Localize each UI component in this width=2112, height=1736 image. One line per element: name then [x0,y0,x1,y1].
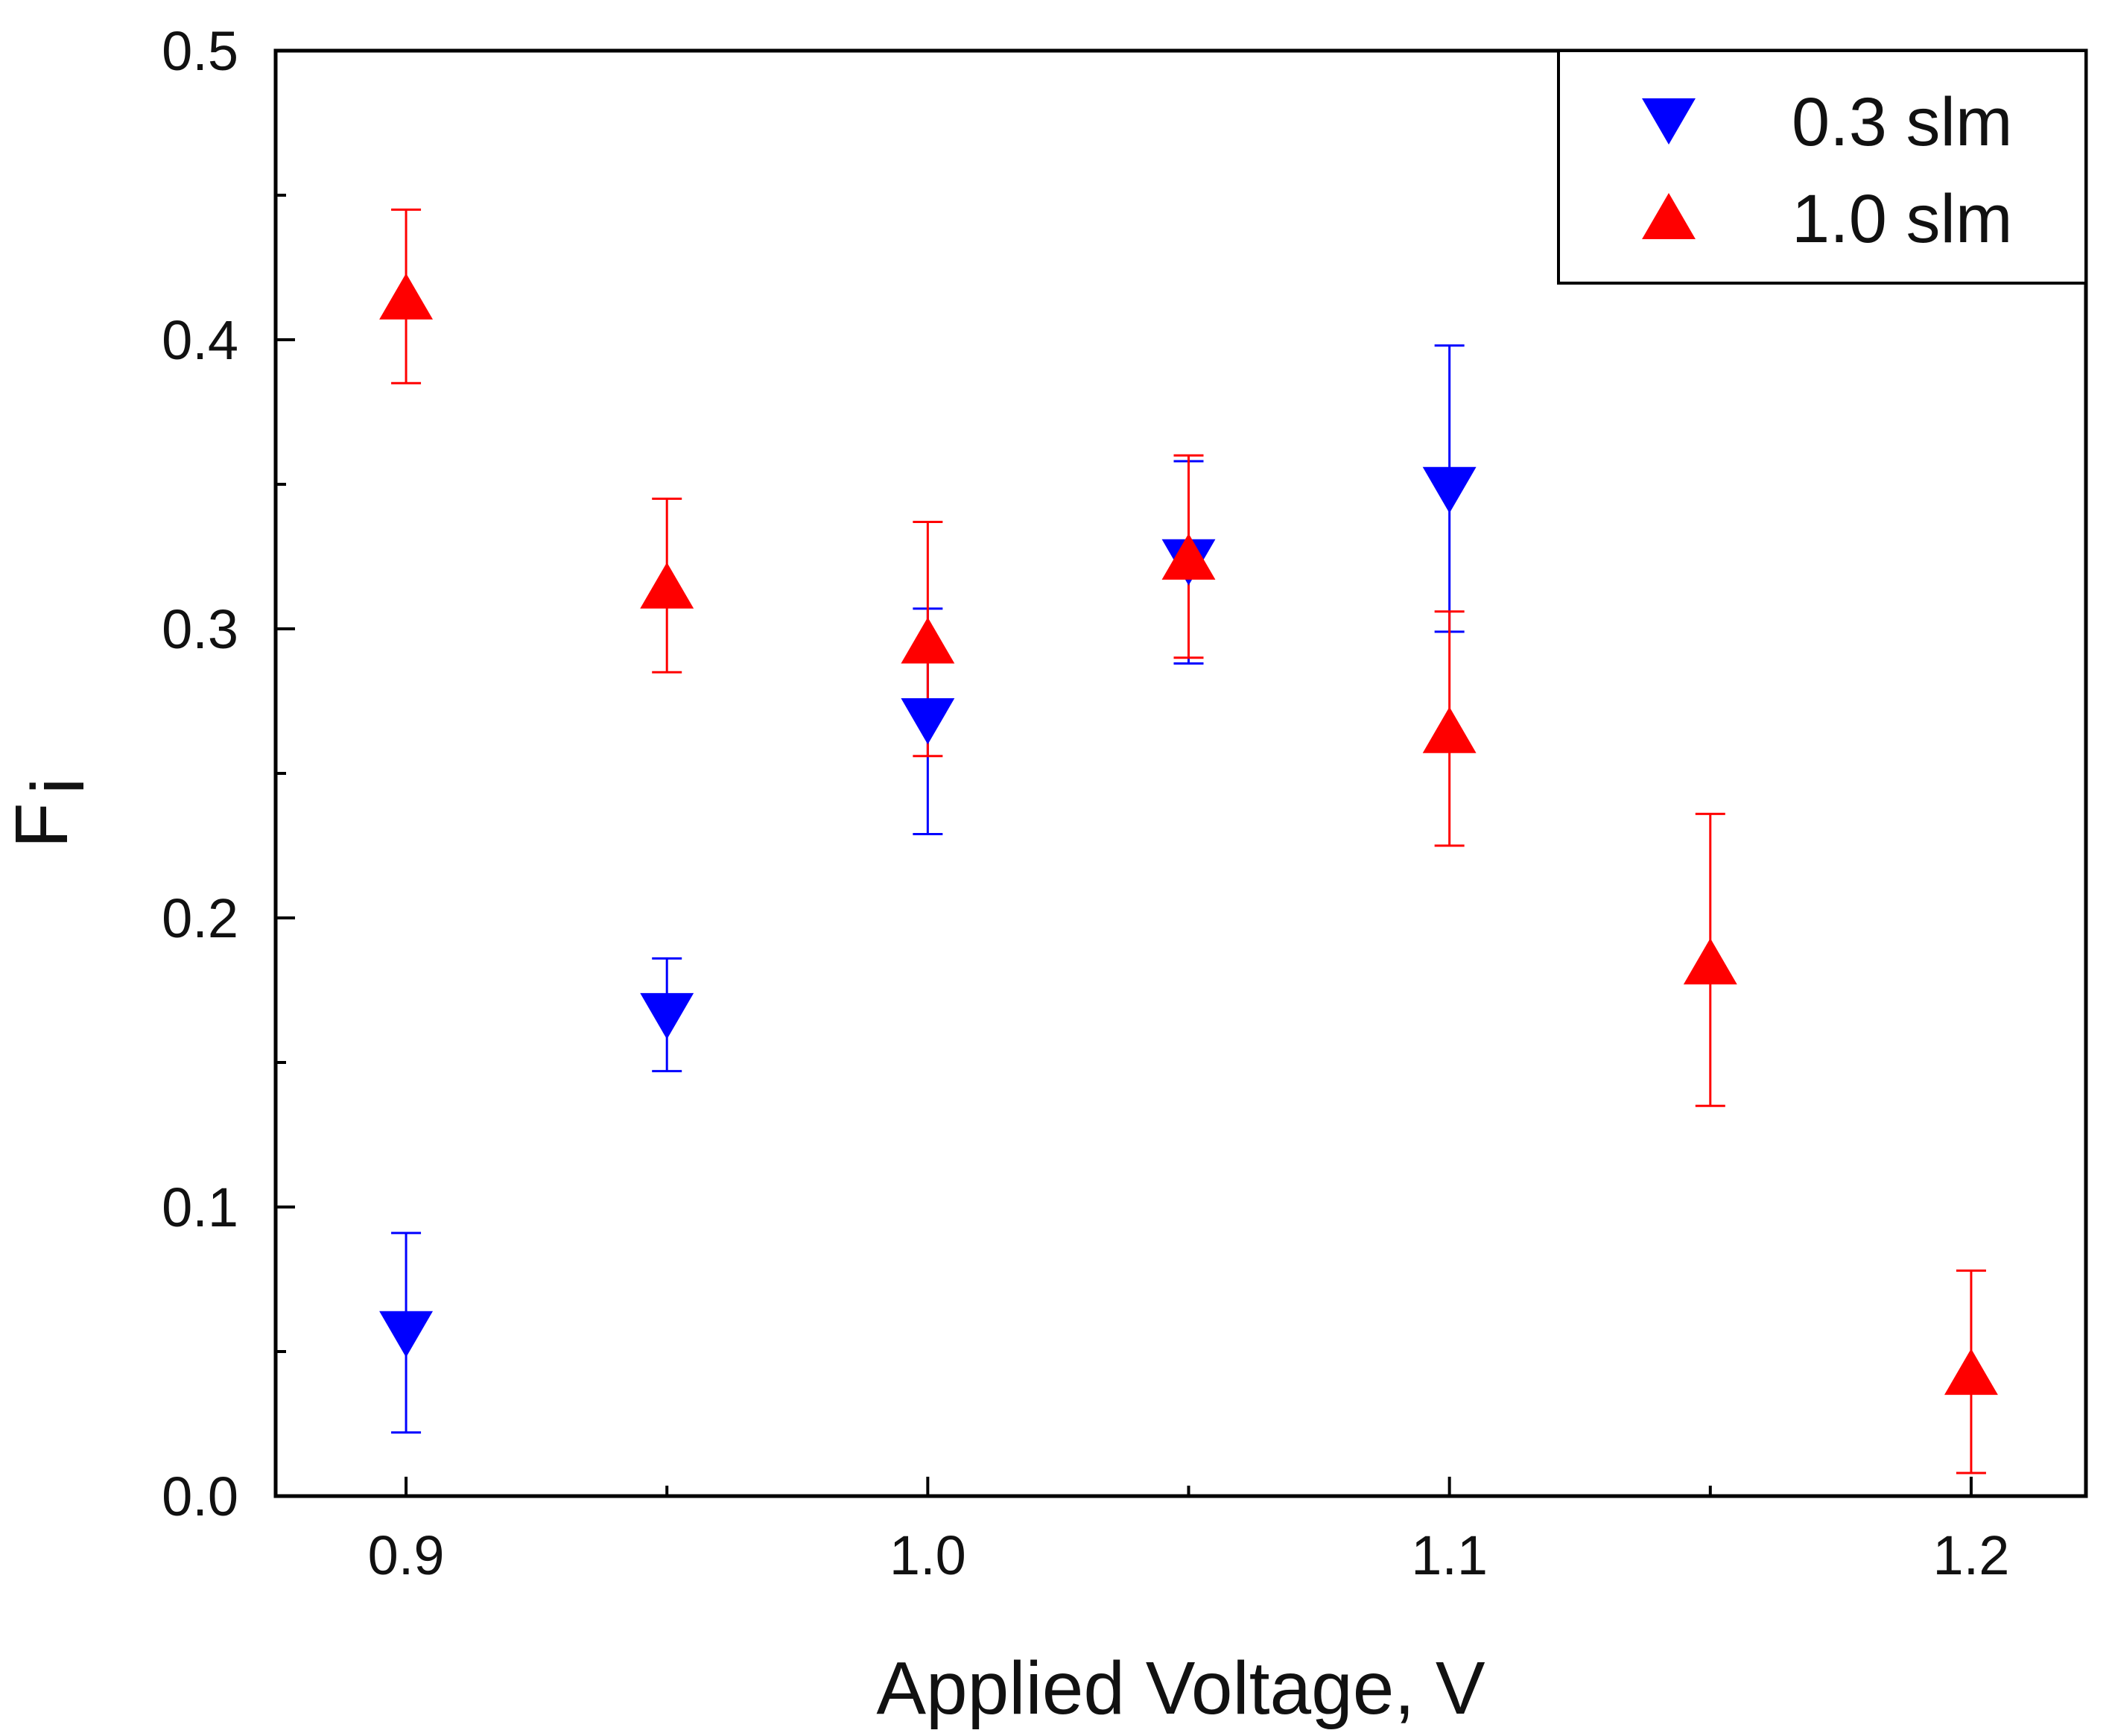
legend-label-1.0-slm: 1.0 slm [1792,181,2013,257]
point-0.3-slm [1422,466,1477,513]
point-0.3-slm [640,992,694,1039]
tick-labels: 0.9 1.0 1.1 1.2 0.0 0.1 0.2 0.3 0.4 0.5 [162,20,2009,1586]
y-axis-title-subscript: i [16,778,100,794]
legend-label-0.3-slm: 0.3 slm [1792,84,2013,160]
x-tick-label: 0.9 [368,1524,445,1586]
y-tick-label: 0.0 [162,1466,238,1527]
y-tick-label: 0.3 [162,598,238,660]
legend-marker-0.3-slm [1642,98,1696,145]
point-0.3-slm [379,1311,434,1358]
point-1.0-slm [379,273,434,320]
data-markers [379,273,1998,1396]
x-tick-label: 1.0 [889,1524,966,1586]
y-tick-label: 0.1 [162,1176,238,1238]
point-1.0-slm [1683,938,1737,985]
y-tick-label: 0.4 [162,309,238,371]
point-1.0-slm [640,562,694,609]
x-axis-title: Applied Voltage, V [876,1647,1485,1730]
y-tick-label: 0.5 [162,20,238,82]
point-1.0-slm [901,617,955,664]
legend-marker-1.0-slm [1642,193,1696,239]
y-axis-title: F i [0,778,100,849]
point-1.0-slm [1944,1349,1998,1396]
point-0.3-slm [901,698,955,745]
point-1.0-slm [1422,706,1477,753]
legend: 0.3 slm 1.0 slm [1557,49,2087,285]
legend-box [1557,49,2087,285]
x-tick-label: 1.2 [1932,1524,2009,1586]
point-1.0-slm [1161,533,1216,580]
y-tick-label: 0.2 [162,887,238,949]
y-axis-title-main: F [0,802,83,848]
x-tick-label: 1.1 [1411,1524,1488,1586]
axis-ticks [276,49,1973,1498]
